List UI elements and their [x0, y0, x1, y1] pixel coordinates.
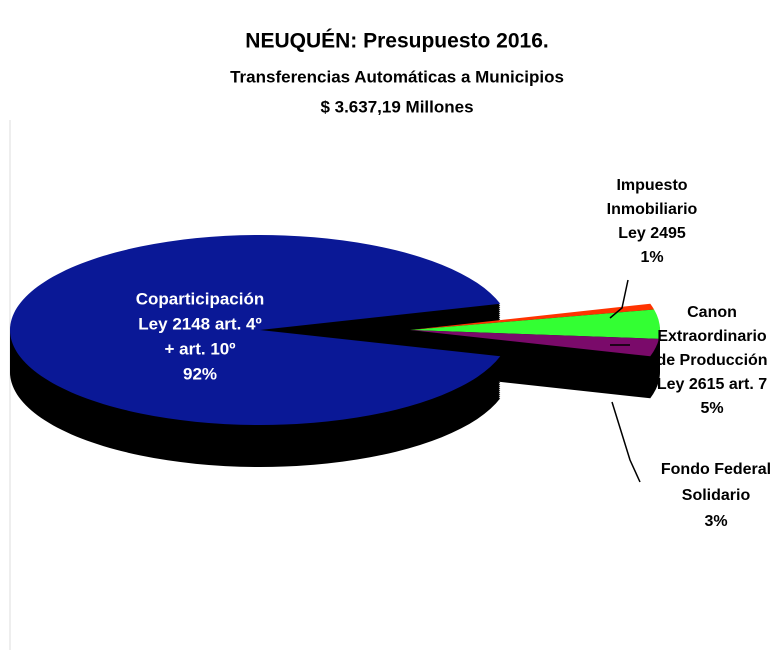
slice-label: Canon	[687, 304, 737, 321]
chart-title: NEUQUÉN: Presupuesto 2016.	[245, 30, 548, 53]
leader-line	[609, 279, 629, 319]
slice-label: Ley 2615 art. 7	[657, 376, 767, 393]
labels: Coparticipación Ley 2148 art. 4º + art. 10…	[136, 177, 771, 530]
value-label: 5%	[700, 400, 723, 417]
value-label: 3%	[704, 513, 727, 530]
chart-subtitle: Transferencias Automáticas a Municipios	[230, 67, 564, 86]
slice-side	[410, 338, 659, 365]
slice-label: de Producción	[656, 352, 767, 369]
value-label: 92%	[183, 364, 217, 383]
slice-side	[410, 340, 659, 367]
pie-slice	[410, 309, 660, 339]
slice-label: Extraordinario	[657, 328, 767, 345]
slice-label: Solidario	[682, 487, 751, 504]
chart-subtitle: $ 3.637,19 Millones	[320, 97, 473, 116]
slice-label: Fondo Federal	[661, 461, 771, 478]
slice-side	[410, 334, 659, 361]
pie-slice	[9, 235, 501, 426]
leader-line	[611, 401, 641, 483]
slice-label: Ley 2495	[618, 225, 686, 242]
slice-side	[410, 346, 659, 373]
slice-label: Impuesto	[616, 177, 687, 194]
slice-label: + art. 10º	[165, 339, 236, 358]
value-label: 1%	[640, 249, 663, 266]
slice-label: Inmobiliario	[607, 201, 698, 218]
slice-side	[410, 342, 659, 369]
slice-side	[410, 336, 659, 363]
pie	[9, 235, 660, 467]
slice-side	[410, 344, 659, 371]
pie-slice	[410, 303, 655, 330]
pie-slice	[410, 330, 659, 357]
slice-side	[410, 332, 659, 359]
slice-label: Coparticipación	[136, 289, 264, 308]
slice-label: Ley 2148 art. 4º	[138, 314, 261, 333]
